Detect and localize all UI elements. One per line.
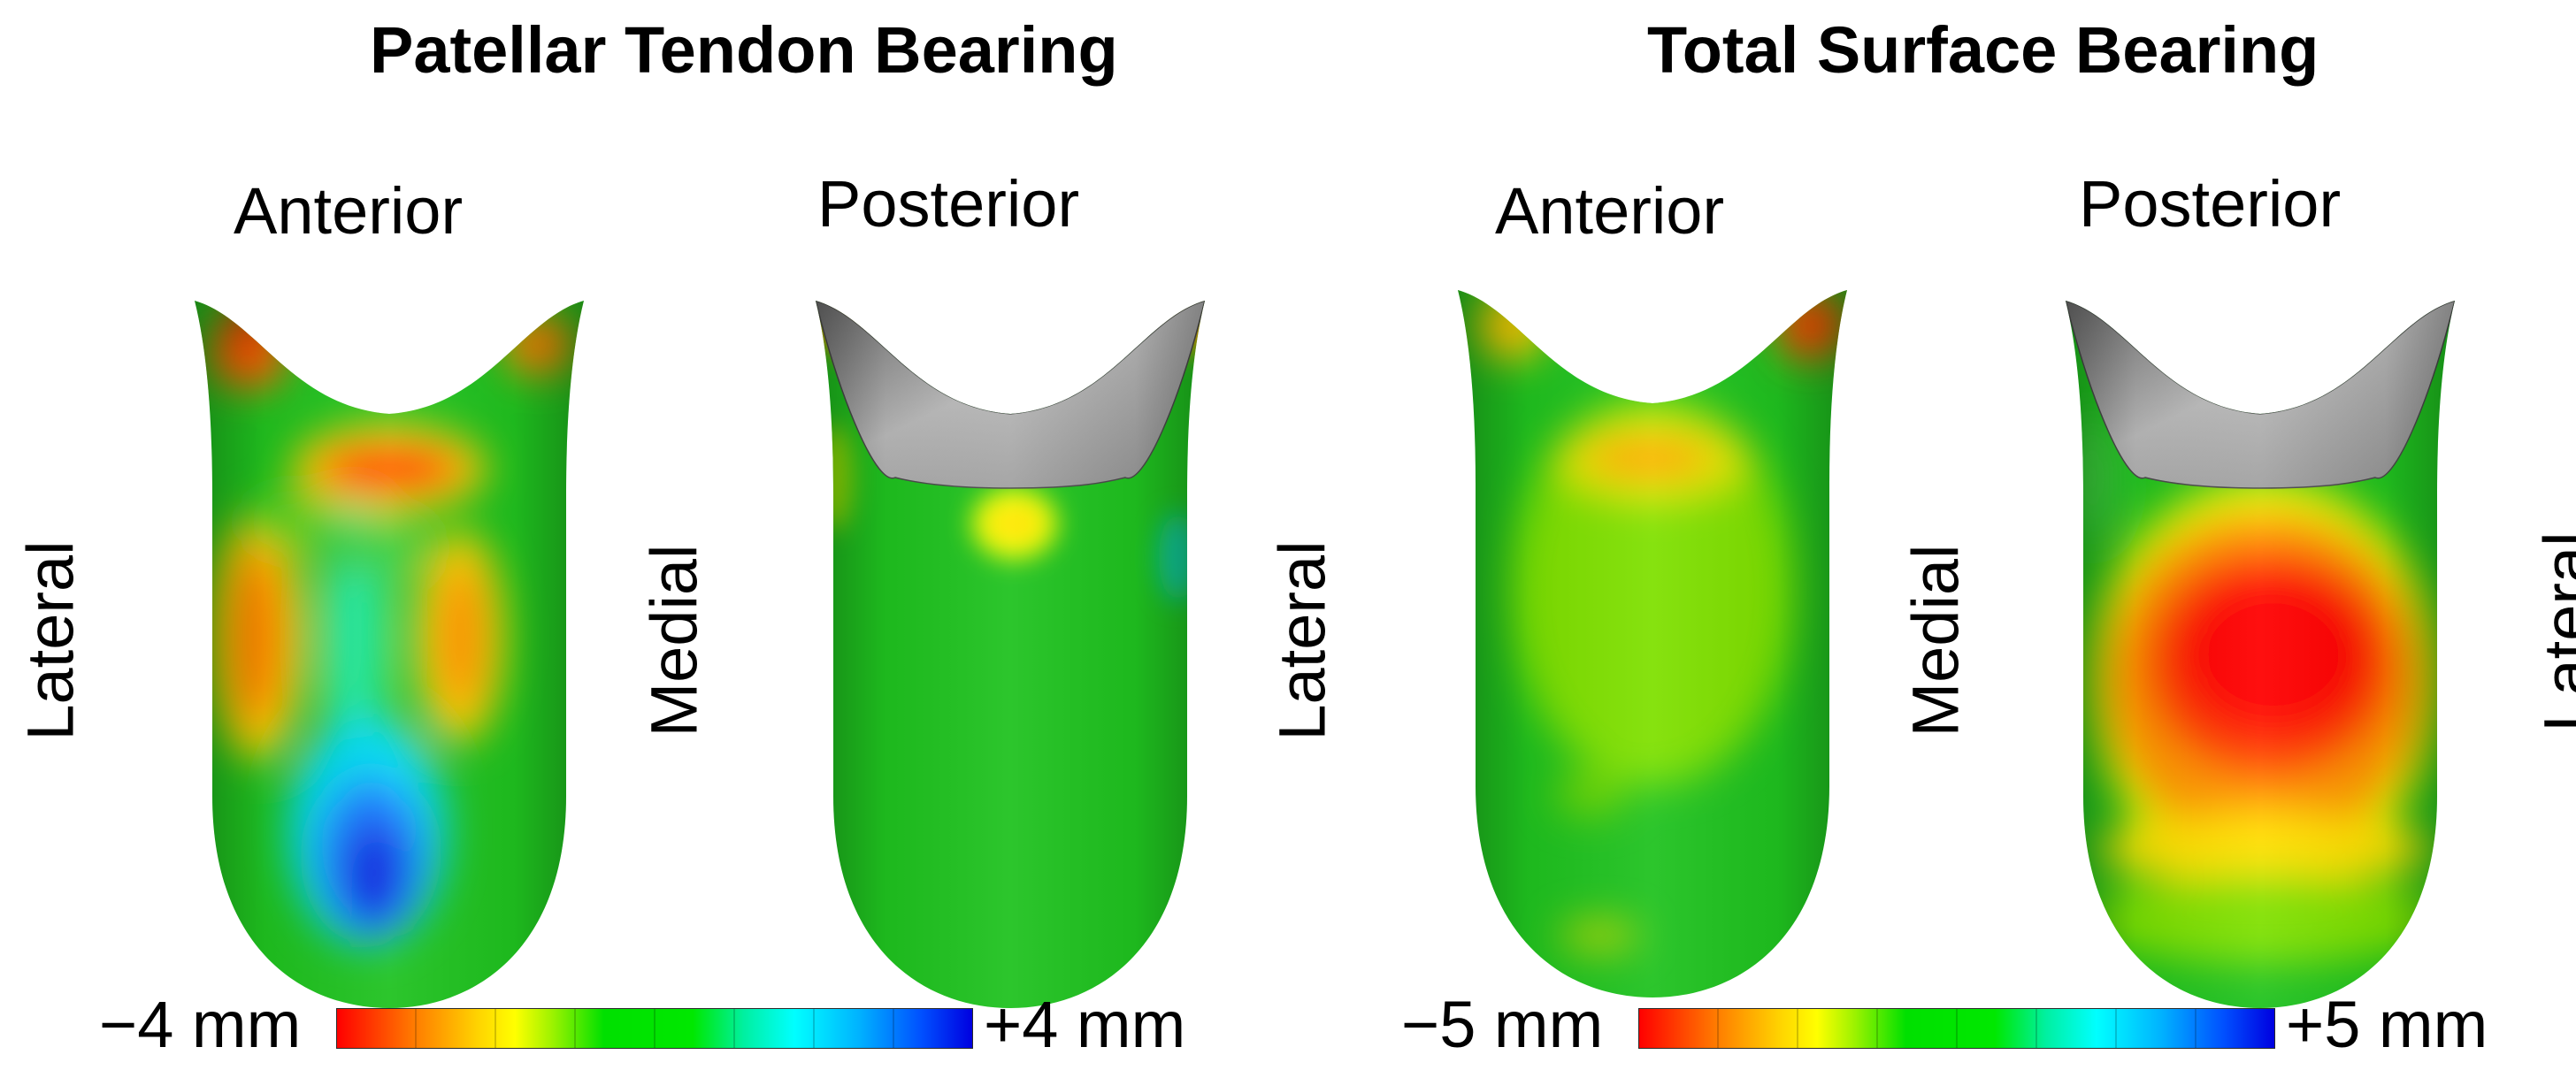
socket-tsb-anterior — [1458, 290, 1847, 997]
colorbar-tsb — [1638, 1008, 2275, 1049]
panel-title-ptb: Patellar Tendon Bearing — [370, 13, 1118, 87]
side-label-ptb-lateral: Lateral — [13, 540, 88, 741]
colorbar-ptb — [336, 1008, 973, 1049]
side-label-tsb-medial: Medial — [1898, 544, 1973, 738]
socket-ptb-posterior — [816, 301, 1205, 1008]
side-label-ptb-medial: Medial — [637, 544, 711, 738]
view-label-tsb-anterior: Anterior — [1495, 174, 1725, 248]
scale-max-label-tsb: +5 mm — [2286, 988, 2488, 1061]
socket-tsb-posterior — [2066, 301, 2455, 1008]
socket-ptb-anterior — [195, 301, 584, 1008]
scale-min-label-ptb: −4 mm — [99, 988, 302, 1061]
view-label-tsb-posterior: Posterior — [2079, 167, 2342, 241]
view-label-ptb-posterior: Posterior — [817, 167, 1080, 241]
panel-title-tsb: Total Surface Bearing — [1647, 13, 2319, 87]
scale-max-label-ptb: +4 mm — [984, 988, 1186, 1061]
side-label-tsb-lateral-right: Lateral — [2530, 531, 2576, 732]
side-label-tsb-lateral: Lateral — [1265, 540, 1339, 741]
view-label-ptb-anterior: Anterior — [234, 174, 464, 248]
scale-min-label-tsb: −5 mm — [1401, 988, 1604, 1061]
